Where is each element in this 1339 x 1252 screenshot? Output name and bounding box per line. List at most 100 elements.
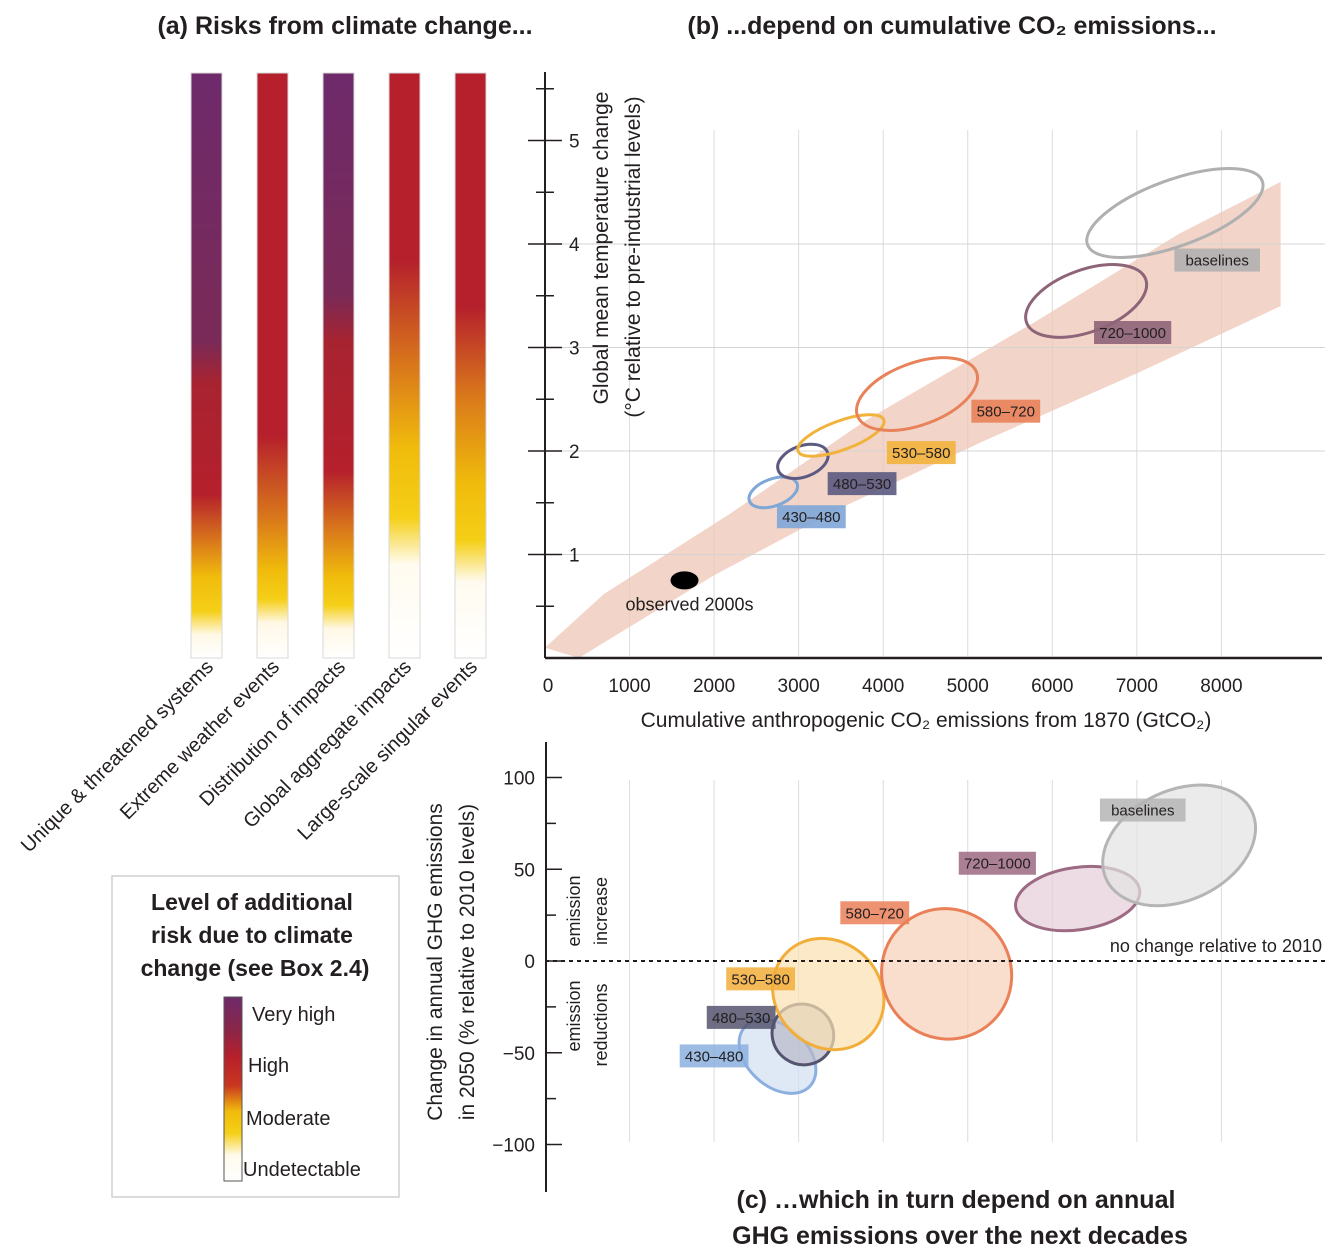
emission-reductions-label-line1: emission xyxy=(564,980,584,1051)
ellipse-baselines xyxy=(1085,166,1265,259)
label-background xyxy=(776,505,846,529)
label-480-530: 480–530 xyxy=(827,472,897,496)
label-text: 720–1000 xyxy=(964,856,1031,873)
label-530-580: 530–580 xyxy=(726,967,796,991)
label-text: 580–720 xyxy=(977,404,1035,421)
legend-level-moderate: Moderate xyxy=(246,1108,331,1130)
panel-c-y-tick-label: −50 xyxy=(503,1044,535,1065)
label-720-1000: 720–1000 xyxy=(1094,321,1172,345)
panel-b-y-axis-label-line2: (°C relative to pre-industrial levels) xyxy=(622,96,645,417)
risk-bar-global-aggregate-impacts xyxy=(388,72,421,659)
label-text: 480–530 xyxy=(712,1010,770,1027)
label-580-720: 580–720 xyxy=(971,399,1041,423)
risk-legend-title-line2: risk due to climate xyxy=(151,922,353,948)
label-background xyxy=(726,967,796,991)
ellipse-430-480 xyxy=(747,475,800,510)
label-background xyxy=(958,851,1036,875)
panel-a-title: (a) Risks from climate change... xyxy=(157,12,532,40)
label-480-530: 480–530 xyxy=(706,1005,776,1029)
label-background xyxy=(840,901,910,925)
label-background xyxy=(679,1044,749,1068)
emission-increase-label-line2: increase xyxy=(591,877,611,945)
panel-b-x-tick-label: 8000 xyxy=(1200,676,1242,697)
label-text: 430–480 xyxy=(685,1048,743,1065)
label-text: 480–530 xyxy=(833,476,891,493)
ellipse-580-720 xyxy=(880,907,1014,1041)
panel-b-title: (b) ...depend on cumulative CO₂ emission… xyxy=(687,12,1216,40)
label-background xyxy=(1099,798,1186,822)
panel-c-y-tick-label: 50 xyxy=(514,860,535,881)
panel-c-ellipse-labels: 430–480 480–530 530–580 580–720 720–1000 base… xyxy=(679,798,1186,1068)
observed-2000s-point xyxy=(670,571,699,590)
no-change-label: no change relative to 2010 xyxy=(1110,936,1322,956)
panel-b-x-tick-label: 5000 xyxy=(947,676,989,697)
label-background xyxy=(971,399,1041,423)
label-text: 530–580 xyxy=(731,971,789,988)
temperature-plume xyxy=(545,181,1281,658)
legend-level-high: High xyxy=(248,1055,289,1077)
label-background xyxy=(827,472,897,496)
panel-b-y-tick-label: 2 xyxy=(569,442,580,463)
label-text: baselines xyxy=(1185,253,1248,270)
panel-b-axes: 1 2 3 4 5 0 1000 2000 3000 4000 5000 6000 7000 8000 xyxy=(528,72,1322,697)
panel-c-ellipses xyxy=(737,783,1258,1095)
panel-b-y-tick-label: 5 xyxy=(569,132,580,153)
label-720-1000: 720–1000 xyxy=(958,851,1036,875)
label-background xyxy=(706,1005,776,1029)
risk-legend-title-line1: Level of additional xyxy=(151,889,353,915)
panel-b-x-axis-label: Cumulative anthropogenic CO₂ emissions f… xyxy=(641,709,1212,732)
label-text: 580–720 xyxy=(846,905,904,922)
label-background xyxy=(1094,321,1172,345)
panel-b-y-tick-label: 3 xyxy=(569,339,580,360)
panel-b-y-tick-label: 4 xyxy=(569,235,580,256)
emission-reductions-label-line2: reductions xyxy=(591,983,611,1066)
panel-b-x-tick-label: 6000 xyxy=(1031,676,1073,697)
risk-bar-large-scale-singular-events xyxy=(454,72,487,659)
panel-b-x-tick-label: 2000 xyxy=(693,676,735,697)
label-baselines: baselines xyxy=(1099,798,1186,822)
label-430-480: 430–480 xyxy=(776,505,846,529)
risk-bar-unique-threatened-systems xyxy=(190,72,223,659)
label-background xyxy=(886,441,956,465)
label-430-480: 430–480 xyxy=(679,1044,749,1068)
risk-legend-colorbar xyxy=(223,996,243,1182)
label-text: 530–580 xyxy=(892,445,950,462)
ellipse-530-580 xyxy=(796,413,886,458)
emission-increase-label-line1: emission xyxy=(564,875,584,946)
panel-b-x-tick-label: 3000 xyxy=(778,676,820,697)
risk-legend: Level of additional risk due to climate … xyxy=(111,875,400,1198)
panel-c-axes: 100 50 0 −50 −100 xyxy=(492,742,562,1192)
panel-c-y-tick-label: 0 xyxy=(524,952,535,973)
ellipse-580-720 xyxy=(854,356,980,432)
panel-c-y-tick-label: 100 xyxy=(503,769,535,790)
panel-c-y-axis-label-line2: in 2050 (% relative to 2010 levels) xyxy=(456,804,479,1120)
panel-b-y-axis-label-line1: Global mean temperature change xyxy=(590,92,613,405)
risk-bar-distribution-of-impacts xyxy=(322,72,355,659)
label-baselines: baselines xyxy=(1174,248,1260,272)
label-text: baselines xyxy=(1111,803,1174,820)
legend-level-undetectable: Undetectable xyxy=(243,1159,361,1181)
ellipse-530-580 xyxy=(771,936,886,1052)
label-background xyxy=(1174,248,1260,272)
panel-b-x-tick-label: 0 xyxy=(543,676,554,697)
observed-2000s-label: observed 2000s xyxy=(625,594,753,614)
label-text: 430–480 xyxy=(782,509,840,526)
label-580-720: 580–720 xyxy=(840,901,910,925)
label-530-580: 530–580 xyxy=(886,441,956,465)
risk-bar-extreme-weather-events xyxy=(256,72,289,659)
panel-b-y-tick-label: 1 xyxy=(569,546,580,567)
panel-c-y-axis-label-line1: Change in annual GHG emissions xyxy=(424,803,447,1121)
label-text: 720–1000 xyxy=(1099,325,1166,342)
panel-b-x-tick-label: 4000 xyxy=(862,676,904,697)
panel-c-plot: no change relative to 2010 430–480 480–53… xyxy=(424,742,1325,1250)
panel-b-x-tick-label: 7000 xyxy=(1116,676,1158,697)
panel-c-y-tick-label: −100 xyxy=(492,1136,535,1157)
risk-legend-box xyxy=(111,875,400,1198)
panel-b-x-tick-label: 1000 xyxy=(608,676,650,697)
risk-legend-title-line3: change (see Box 2.4) xyxy=(141,955,370,981)
panel-c-title-line1: (c) …which in turn depend on annual xyxy=(737,1186,1176,1214)
